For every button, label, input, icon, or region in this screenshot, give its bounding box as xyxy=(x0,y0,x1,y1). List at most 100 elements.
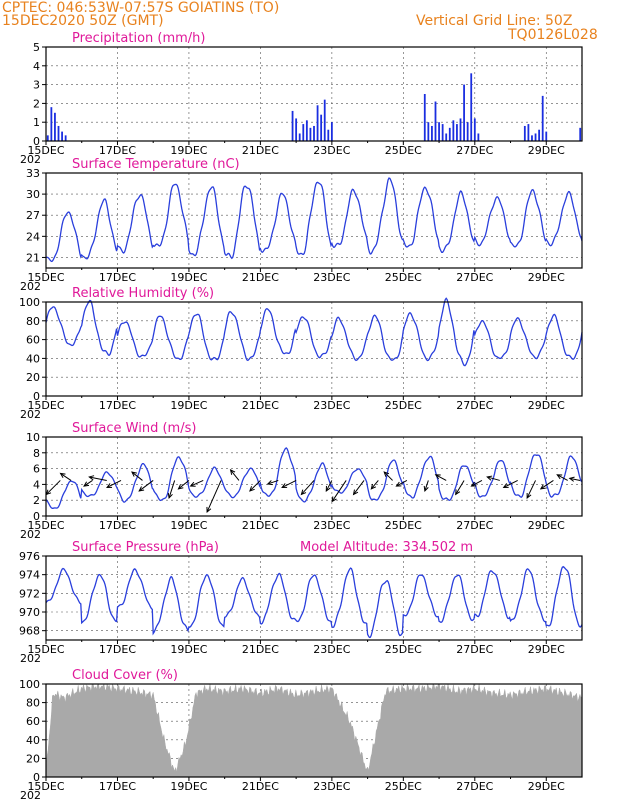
precip-bar xyxy=(541,95,544,141)
xtick-label: 23DEC xyxy=(313,144,350,157)
ytick-label: 968 xyxy=(19,625,40,638)
precip-bar xyxy=(57,125,60,141)
wind-vector-head xyxy=(325,485,331,492)
wind-vector xyxy=(230,469,240,481)
xtick-label: 29DEC xyxy=(528,271,565,284)
precip-bar xyxy=(320,114,323,141)
year-label: 202 xyxy=(20,528,41,541)
ytick-label: 100 xyxy=(19,296,40,309)
ytick-label: 974 xyxy=(19,569,40,582)
series-line-1 xyxy=(46,177,583,263)
precip-bar xyxy=(459,118,462,141)
ytick-label: 30 xyxy=(26,188,40,201)
precip-bar xyxy=(477,133,480,141)
year-label: 202 xyxy=(20,789,41,800)
wind-vector-head xyxy=(266,480,273,486)
precip-bar xyxy=(445,133,448,141)
wind-vector xyxy=(540,480,554,490)
ytick-label: 20 xyxy=(26,371,40,384)
ytick-label: 970 xyxy=(19,606,40,619)
xtick-label: 15DEC xyxy=(27,144,64,157)
panel-frame xyxy=(45,172,583,269)
wind-vector xyxy=(249,480,261,492)
wind-vector-head xyxy=(131,471,137,477)
panel-frame xyxy=(45,683,583,778)
xtick-label: 17DEC xyxy=(99,144,136,157)
xtick-label: 17DEC xyxy=(99,780,136,793)
panel-title-5: Cloud Cover (%) xyxy=(72,668,178,683)
xtick-label: 15DEC xyxy=(27,399,64,412)
precip-bar xyxy=(46,135,49,141)
wind-vector-head xyxy=(229,469,236,475)
wind-vector-head xyxy=(249,486,255,492)
panel-frame xyxy=(45,301,583,397)
wind-vector xyxy=(168,480,176,499)
wind-vector-head xyxy=(83,481,90,487)
xtick-label: 25DEC xyxy=(385,144,422,157)
xtick-label: 29DEC xyxy=(528,643,565,656)
wind-vector xyxy=(206,480,222,513)
ytick-label: 40 xyxy=(26,352,40,365)
ytick-label: 20 xyxy=(26,752,40,765)
precip-bar xyxy=(54,112,56,141)
ytick-label: 972 xyxy=(19,587,40,600)
header-location: CPTEC: 046:53W-07:57S GOIATINS (TO) xyxy=(2,0,280,16)
xtick-label: 23DEC xyxy=(313,399,350,412)
wind-vector-head xyxy=(106,483,113,488)
xtick-label: 23DEC xyxy=(313,643,350,656)
wind-vector xyxy=(301,480,315,495)
ytick-label: 4 xyxy=(33,60,40,73)
ytick-label: 0 xyxy=(33,390,40,403)
precip-bar xyxy=(538,129,541,141)
wind-vector-head xyxy=(395,481,402,487)
ytick-label: 60 xyxy=(26,334,40,347)
ytick-label: 0 xyxy=(33,135,40,148)
series-line-4 xyxy=(45,565,583,639)
wind-vector-head xyxy=(502,483,509,488)
wind-vector-head xyxy=(455,489,461,496)
wind-vector-head xyxy=(138,486,145,492)
wind-vector xyxy=(424,480,429,492)
wind-vector-head xyxy=(434,474,441,480)
xtick-label: 15DEC xyxy=(27,643,64,656)
precip-bar xyxy=(527,124,530,141)
precip-bar xyxy=(423,94,426,141)
precip-bar xyxy=(452,120,455,141)
precip-bar xyxy=(427,122,430,141)
precip-bar xyxy=(523,125,526,141)
precip-bar xyxy=(305,120,308,141)
ytick-label: 1 xyxy=(33,116,40,129)
ytick-label: 0 xyxy=(33,510,40,523)
wind-vector xyxy=(60,473,72,481)
wind-vector xyxy=(503,480,518,488)
panel-title-0: Precipitation (mm/h) xyxy=(72,31,205,46)
ytick-label: 60 xyxy=(26,715,40,728)
ytick-label: 2 xyxy=(33,97,40,110)
xtick-label: 25DEC xyxy=(385,643,422,656)
xtick-label: 19DEC xyxy=(170,519,207,532)
year-label: 202 xyxy=(20,280,41,293)
wind-vector xyxy=(487,476,500,481)
panel-title-2: Relative Humidity (%) xyxy=(72,286,214,301)
wind-vector-head xyxy=(568,476,575,482)
precip-bar xyxy=(323,99,326,141)
wind-vector xyxy=(106,480,122,488)
precip-bar xyxy=(298,133,301,141)
wind-vector-head xyxy=(370,483,377,490)
xtick-label: 27DEC xyxy=(456,399,493,412)
xtick-label: 23DEC xyxy=(313,780,350,793)
ytick-label: 0 xyxy=(33,771,40,784)
xtick-label: 29DEC xyxy=(528,144,565,157)
wind-vector-head xyxy=(189,481,196,487)
ytick-label: 40 xyxy=(26,734,40,747)
xtick-label: 25DEC xyxy=(385,519,422,532)
precip-bar xyxy=(466,122,469,141)
xtick-label: 17DEC xyxy=(99,271,136,284)
wind-vector-head xyxy=(331,496,337,503)
xtick-label: 29DEC xyxy=(528,780,565,793)
xtick-label: 27DEC xyxy=(456,780,493,793)
precip-bar xyxy=(50,107,53,141)
xtick-label: 21DEC xyxy=(242,643,279,656)
panel-frame xyxy=(45,555,583,641)
